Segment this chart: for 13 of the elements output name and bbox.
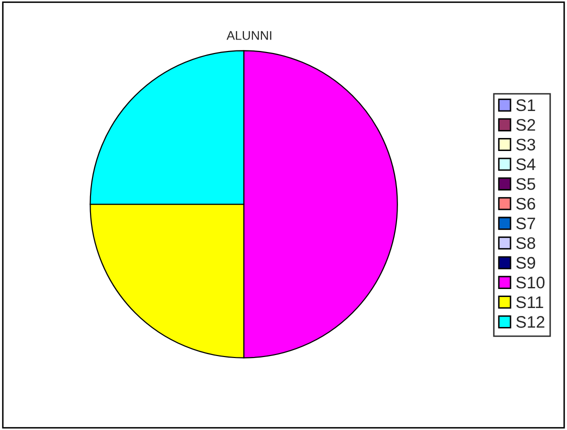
legend-label: S9 [516, 256, 536, 269]
legend-label: S6 [516, 198, 536, 210]
legend-label: S11 [516, 296, 544, 308]
legend-label: S7 [516, 218, 536, 230]
legend-label: S3 [516, 138, 536, 151]
legend-label: S10 [516, 276, 545, 288]
legend-label: S12 [516, 316, 544, 328]
legend-label: S5 [516, 178, 536, 190]
legend-label: S8 [516, 237, 536, 250]
chart-title: ALUNNI [226, 31, 272, 40]
legend-label: S4 [516, 158, 536, 170]
legend-label: S1 [516, 99, 536, 112]
legend-label: S2 [516, 119, 536, 131]
